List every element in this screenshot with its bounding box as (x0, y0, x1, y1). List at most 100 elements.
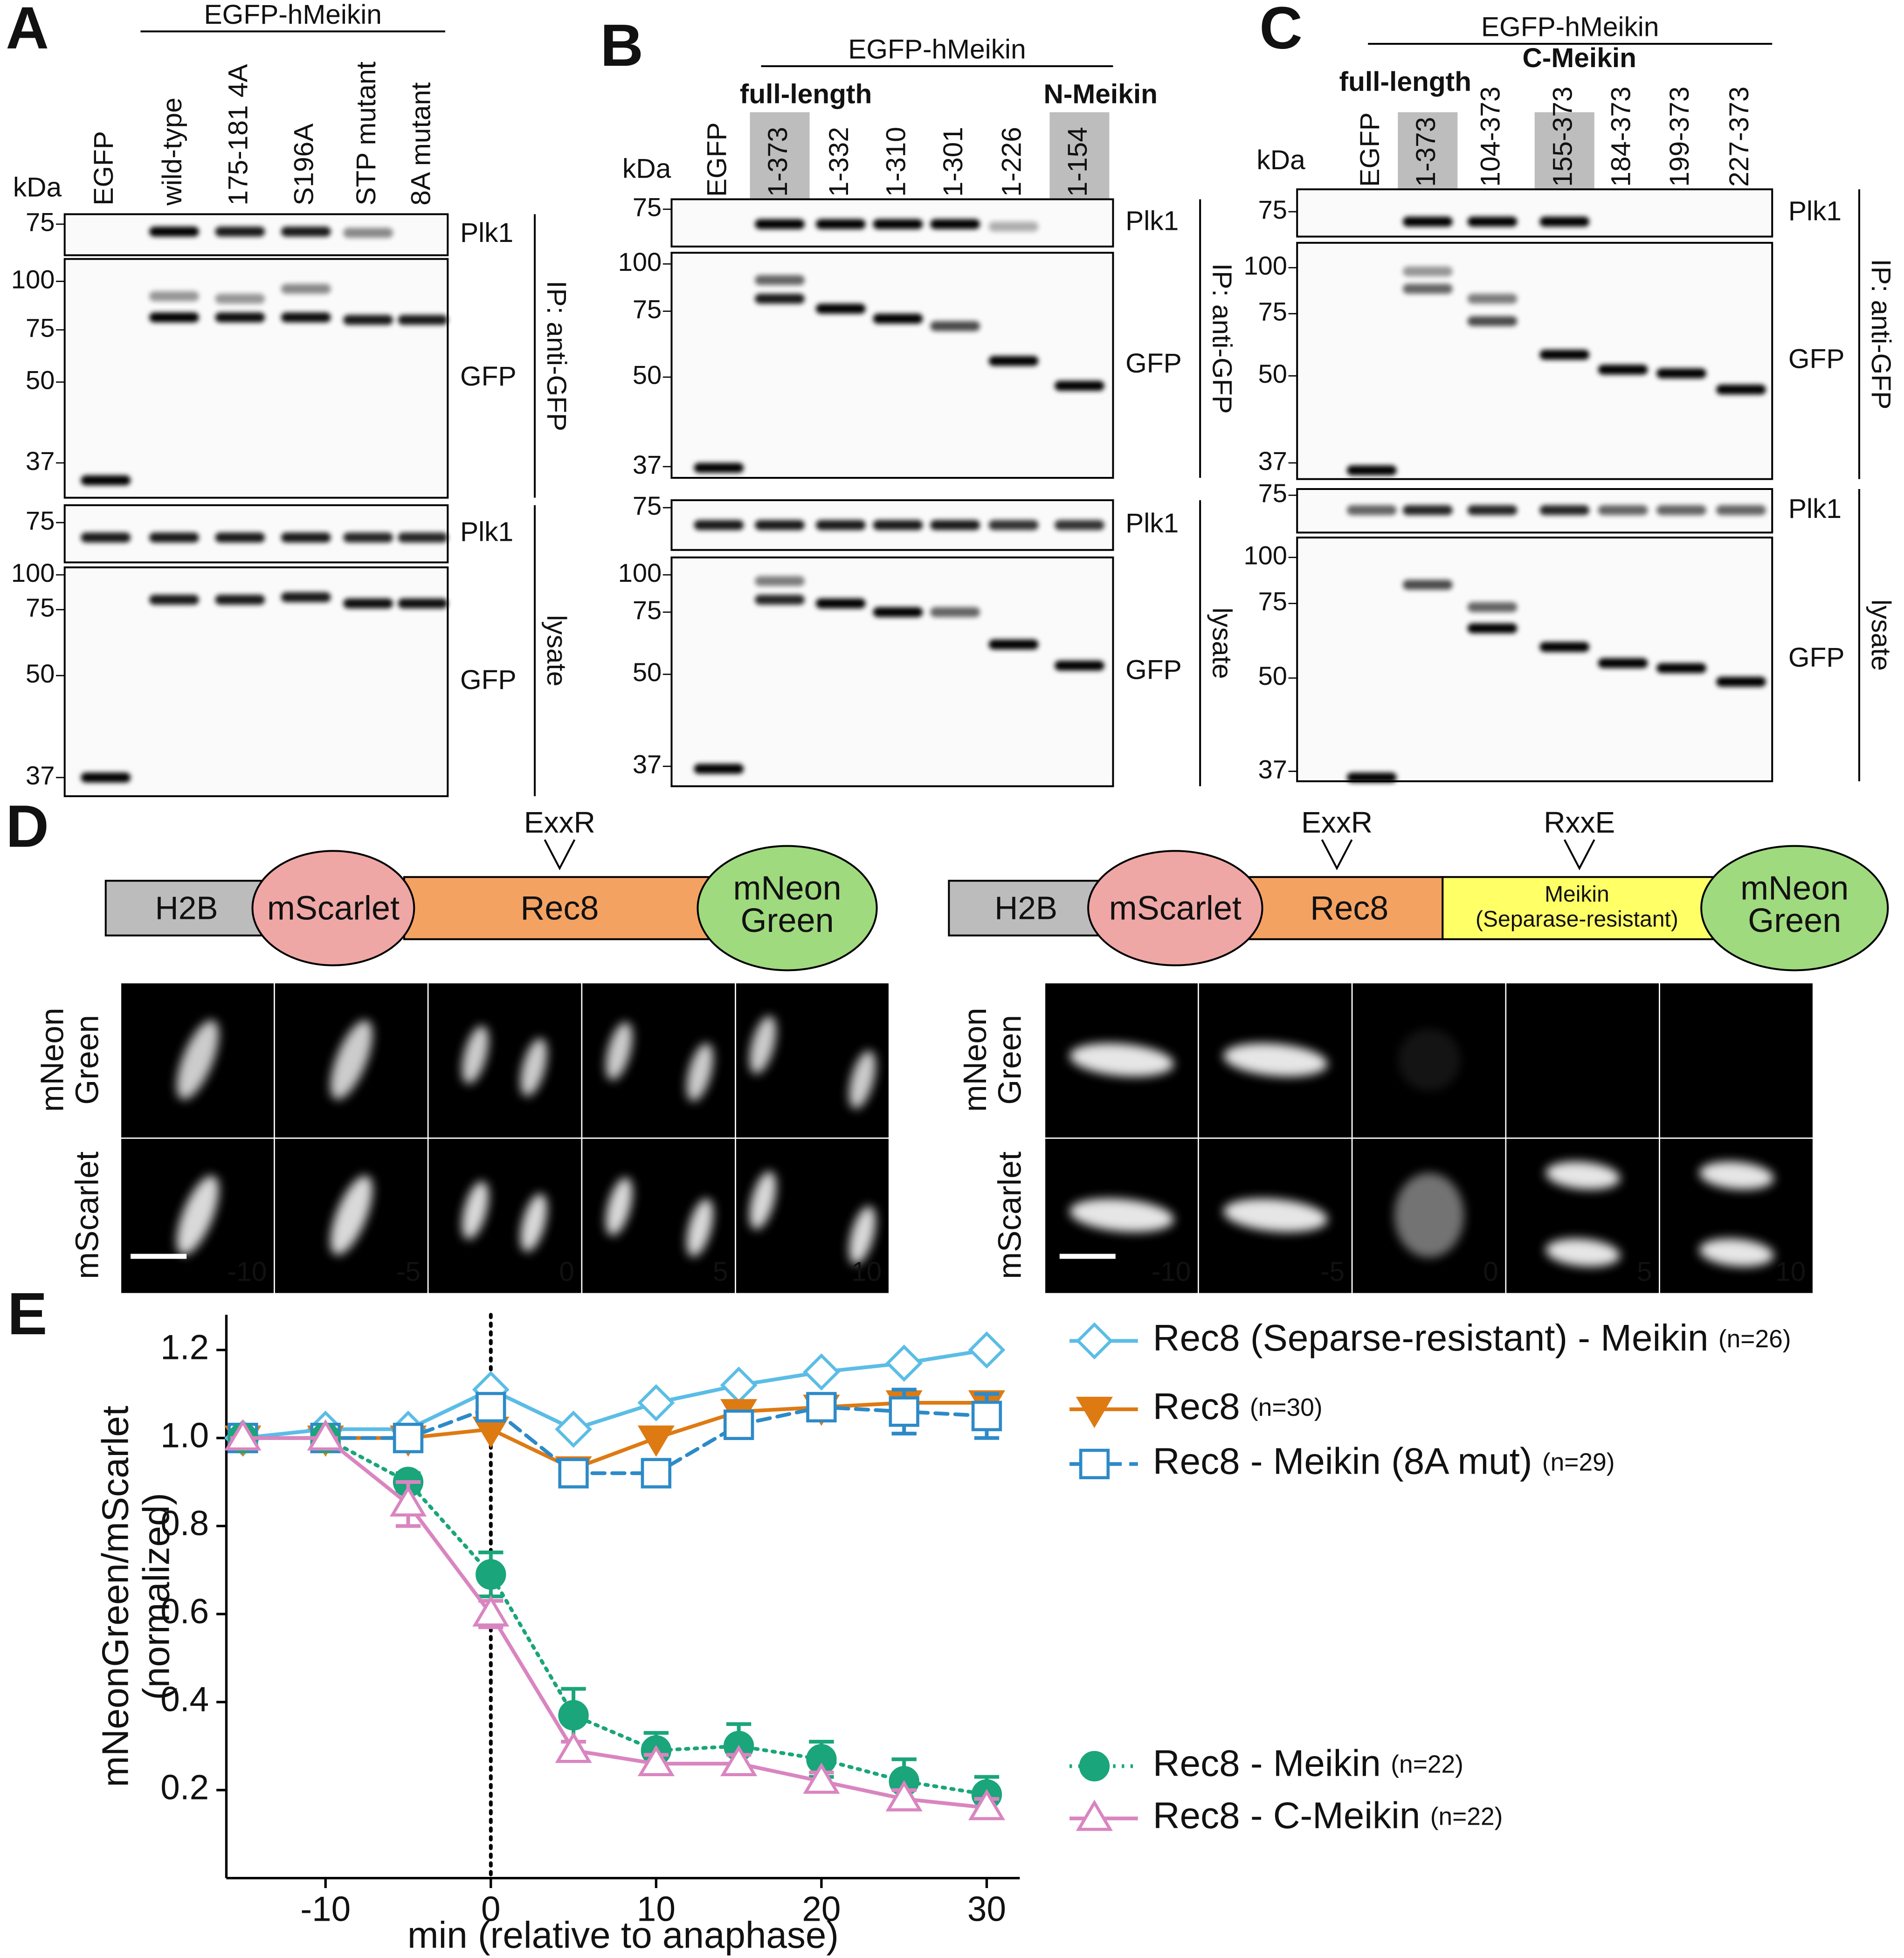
y-tick-label: 1.2 (160, 1327, 209, 1366)
legend-n: (n=22) (1430, 1803, 1503, 1831)
chromosome (1223, 1198, 1328, 1232)
marker (472, 1595, 510, 1627)
band (215, 294, 265, 304)
micrograph (427, 982, 583, 1139)
lane-label: 1-373 (763, 127, 793, 197)
lane-label: EGFP (1355, 112, 1385, 187)
marker (476, 1392, 506, 1423)
time-label: -10 (1152, 1257, 1191, 1287)
marker (971, 1400, 1002, 1432)
chromosome (606, 1178, 633, 1236)
band (149, 312, 199, 323)
time-label: 5 (713, 1257, 728, 1287)
chromosome (686, 1199, 713, 1257)
legend-n: (n=26) (1718, 1325, 1791, 1353)
marker (641, 1458, 672, 1489)
blot-label: GFP (1788, 344, 1845, 374)
lane-label: 1-310 (881, 127, 911, 197)
site-label: ExxR (1301, 806, 1373, 839)
band (1539, 216, 1590, 227)
marker (889, 1396, 919, 1427)
band (930, 219, 980, 229)
marker-label: 75 (26, 506, 55, 535)
lane-label: 227-373 (1724, 86, 1754, 186)
chromosome (1069, 1043, 1174, 1077)
time-label: -5 (396, 1257, 421, 1287)
band (1467, 602, 1518, 613)
band (1346, 465, 1397, 476)
marker (802, 1353, 840, 1391)
marker (558, 1700, 589, 1731)
legend-entry: Rec8 - Meikin (n=22) (1153, 1743, 1463, 1784)
band (149, 291, 199, 302)
band (755, 520, 805, 531)
site-caret (1563, 839, 1595, 870)
band (755, 275, 805, 285)
y-tick-label: 0.8 (160, 1503, 209, 1543)
marker (1076, 1799, 1113, 1831)
marker-label: 50 (633, 657, 662, 687)
group-label: full-length (740, 79, 872, 110)
blot (1296, 537, 1773, 782)
mneon-oval (1700, 845, 1889, 972)
y-axis-label: mNeonGreen/mScarlet (95, 1406, 136, 1787)
part-label: mScarlet (1109, 889, 1242, 927)
marker-label: 75 (633, 193, 662, 222)
lane-label: 175-181 4A (223, 64, 253, 206)
kda-label: kDa (13, 172, 62, 203)
bracket-label: IP: anti-GFP (541, 281, 572, 431)
band (1656, 663, 1706, 673)
band (1656, 505, 1706, 516)
lane-label: 1-154 (1062, 127, 1093, 197)
mscarlet-oval (1087, 850, 1263, 966)
part-label: Rec8 (520, 889, 599, 927)
lane-label: S196A (289, 123, 319, 206)
marker (555, 1410, 592, 1448)
blot-label: GFP (460, 665, 517, 695)
marker (476, 1559, 506, 1590)
band (1598, 505, 1648, 516)
band (215, 532, 265, 543)
chromosome (462, 1181, 489, 1240)
x-tick-label: 30 (967, 1889, 1006, 1928)
x-tick-label: 10 (637, 1889, 676, 1928)
band (281, 532, 331, 543)
kda-label: kDa (622, 154, 671, 184)
marker-label: 100 (618, 558, 662, 587)
band (1716, 676, 1766, 687)
chromosome (330, 1175, 373, 1255)
legend-n: (n=29) (1542, 1448, 1615, 1476)
rec8-box (1249, 876, 1444, 940)
row-label: mScarlet (992, 1151, 1028, 1279)
lane-label: 199-373 (1664, 86, 1695, 186)
site-caret (1321, 839, 1353, 870)
band (1467, 623, 1518, 634)
x-tick-label: 20 (802, 1889, 841, 1928)
row-label: mNeon (957, 1008, 993, 1112)
site-label: RxxE (1544, 806, 1615, 839)
blot-label: Plk1 (1788, 494, 1842, 524)
bracket-label: IP: anti-GFP (1207, 263, 1237, 414)
time-label: -5 (1320, 1257, 1345, 1287)
band (930, 321, 980, 331)
band (930, 607, 980, 617)
series-line (241, 1436, 989, 1810)
marker (885, 1344, 923, 1382)
y-tick-label: 0.6 (160, 1592, 209, 1631)
group-label: full-length (1339, 67, 1472, 97)
h2b-box (948, 880, 1112, 937)
legend-name: Rec8 - C-Meikin (1153, 1795, 1421, 1836)
lane-label: 1-301 (938, 127, 968, 197)
band (1467, 216, 1518, 227)
marker (393, 1422, 424, 1454)
lane-label: 155-373 (1547, 86, 1578, 186)
marker-label: 75 (1258, 478, 1287, 508)
group-label: C-Meikin (1523, 43, 1637, 73)
x-axis-label: min (relative to anaphase) (407, 1914, 839, 1956)
blot-label: GFP (1788, 642, 1845, 673)
blot-label: Plk1 (1788, 196, 1842, 226)
time-label: 5 (1637, 1257, 1652, 1287)
part-label: mNeon (1740, 870, 1849, 907)
legend-entry: Rec8 - Meikin (8A mut) (n=29) (1153, 1440, 1615, 1482)
